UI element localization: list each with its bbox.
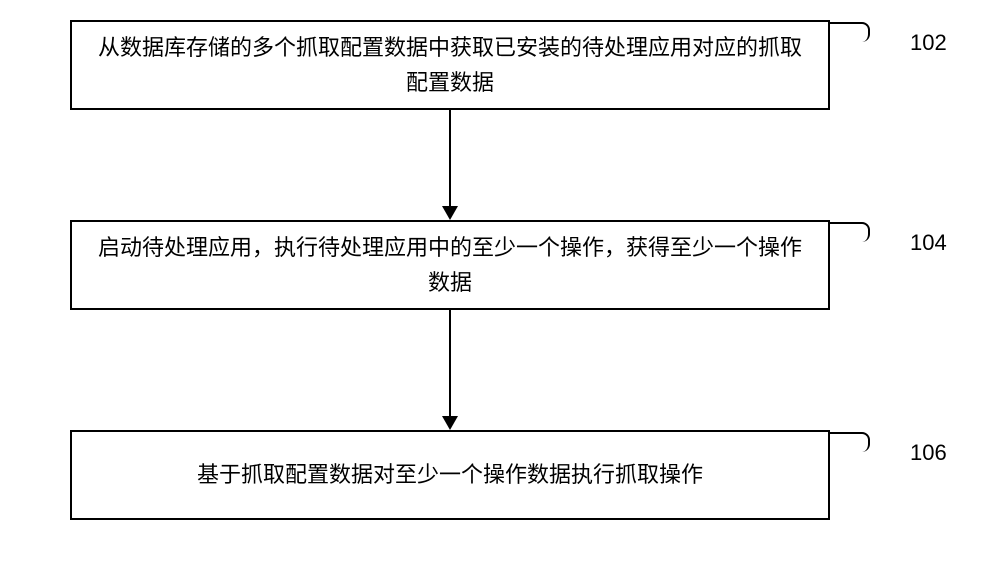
arrow-2-3-head — [442, 416, 458, 430]
step-3-text: 基于抓取配置数据对至少一个操作数据执行抓取操作 — [197, 457, 703, 492]
flowchart-step-1: 从数据库存储的多个抓取配置数据中获取已安装的待处理应用对应的抓取配置数据 — [70, 20, 830, 110]
bracket-1 — [830, 22, 870, 42]
arrow-2-3-line — [449, 310, 451, 416]
flowchart-step-2: 启动待处理应用，执行待处理应用中的至少一个操作，获得至少一个操作数据 — [70, 220, 830, 310]
flowchart-step-3: 基于抓取配置数据对至少一个操作数据执行抓取操作 — [70, 430, 830, 520]
step-3-label: 106 — [910, 440, 947, 466]
step-1-text: 从数据库存储的多个抓取配置数据中获取已安装的待处理应用对应的抓取配置数据 — [92, 30, 808, 100]
arrow-1-2-line — [449, 110, 451, 206]
step-2-label: 104 — [910, 230, 947, 256]
step-2-text: 启动待处理应用，执行待处理应用中的至少一个操作，获得至少一个操作数据 — [92, 230, 808, 300]
flowchart-container: 从数据库存储的多个抓取配置数据中获取已安装的待处理应用对应的抓取配置数据 102… — [0, 0, 1000, 570]
bracket-3 — [830, 432, 870, 452]
bracket-2 — [830, 222, 870, 242]
arrow-1-2-head — [442, 206, 458, 220]
step-1-label: 102 — [910, 30, 947, 56]
